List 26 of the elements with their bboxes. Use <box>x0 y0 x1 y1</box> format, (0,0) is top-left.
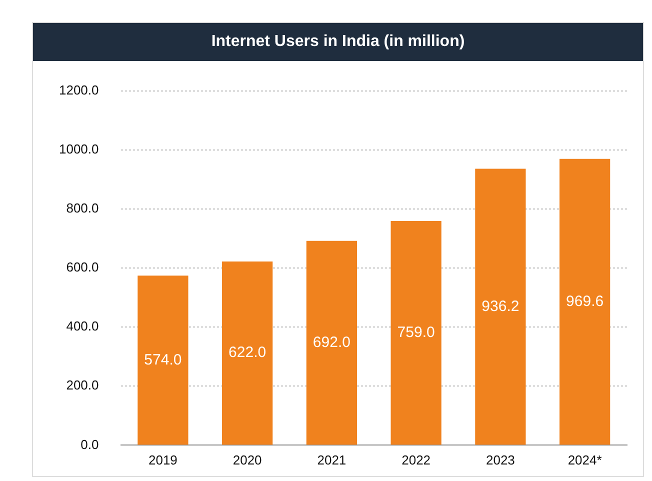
chart-title: Internet Users in India (in million) <box>33 23 643 61</box>
data-label: 969.6 <box>566 292 604 310</box>
bar <box>390 221 442 445</box>
y-tick-label: 800.0 <box>66 200 99 216</box>
data-label: 759.0 <box>397 324 435 342</box>
x-tick-label: 2022 <box>402 452 431 468</box>
bar <box>475 168 526 445</box>
x-tick-label: 2021 <box>317 452 346 468</box>
data-label: 936.2 <box>482 298 520 315</box>
y-tick-label: 400.0 <box>66 318 99 334</box>
bar <box>560 158 610 445</box>
y-tick-label: 200.0 <box>66 378 99 393</box>
y-tick-label: 600.0 <box>66 260 99 275</box>
x-tick-label: 2019 <box>148 452 178 468</box>
bar <box>222 262 273 445</box>
y-tick-label: 0.0 <box>80 436 99 452</box>
data-label: 692.0 <box>312 334 350 351</box>
data-label: 574.0 <box>144 351 182 368</box>
x-tick-label: 2024* <box>568 452 602 468</box>
x-tick-label: 2020 <box>232 452 262 468</box>
bar <box>138 276 188 445</box>
x-tick-label: 2023 <box>486 452 515 468</box>
data-label: 622.0 <box>228 344 266 362</box>
y-tick-label: 1000.0 <box>58 141 99 156</box>
y-tick-label: 1200.0 <box>58 82 99 98</box>
bar <box>306 240 358 445</box>
